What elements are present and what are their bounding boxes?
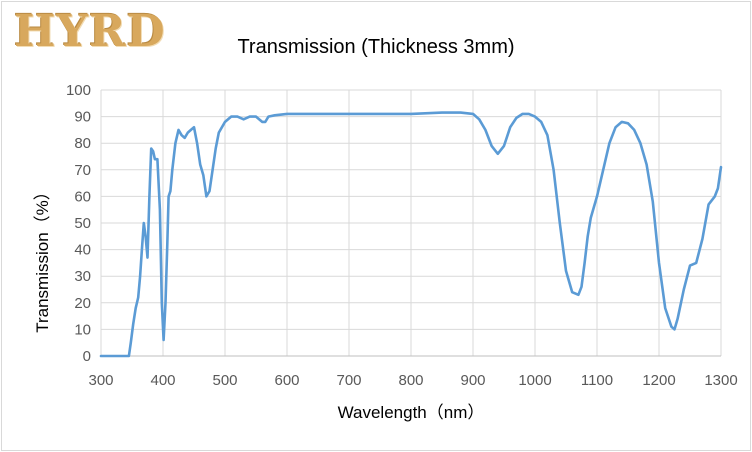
x-tick-labels: 300 400 500 600 700 800 900 1000 1100 1200 1300 xyxy=(88,372,737,389)
x-tick-label: 400 xyxy=(150,372,175,389)
x-tick-label: 900 xyxy=(460,372,485,389)
brand-logo: HYRD xyxy=(14,6,166,57)
y-tick-label: 20 xyxy=(74,295,91,312)
x-tick-label: 1200 xyxy=(642,372,675,389)
x-tick-label: 600 xyxy=(274,372,299,389)
series-line-transmission xyxy=(99,111,723,358)
y-tick-label: 40 xyxy=(74,242,91,259)
x-tick-label: 500 xyxy=(212,372,237,389)
chart-title: Transmission (Thickness 3mm) xyxy=(237,36,515,58)
x-tick-label: 1000 xyxy=(518,372,551,389)
y-tick-label: 90 xyxy=(74,109,91,126)
y-tick-label: 0 xyxy=(83,348,91,365)
y-tick-label: 70 xyxy=(74,162,91,179)
y-tick-label: 100 xyxy=(66,82,91,99)
x-tick-label: 1100 xyxy=(581,372,613,389)
y-tick-label: 50 xyxy=(74,215,91,232)
x-tick-label: 1300 xyxy=(704,372,737,389)
y-axis-label: Transmission（%） xyxy=(33,183,52,333)
y-tick-label: 60 xyxy=(74,188,91,205)
x-tick-label: 300 xyxy=(88,372,113,389)
x-axis-label: Wavelength（nm） xyxy=(338,403,485,422)
y-tick-labels: 0 10 20 30 40 50 60 70 80 90 100 xyxy=(66,82,91,365)
y-tick-label: 10 xyxy=(74,321,91,338)
y-tick-label: 30 xyxy=(74,268,91,285)
x-tick-label: 800 xyxy=(398,372,423,389)
gridlines xyxy=(100,89,722,357)
x-tick-label: 700 xyxy=(336,372,361,389)
y-tick-label: 80 xyxy=(74,135,91,152)
